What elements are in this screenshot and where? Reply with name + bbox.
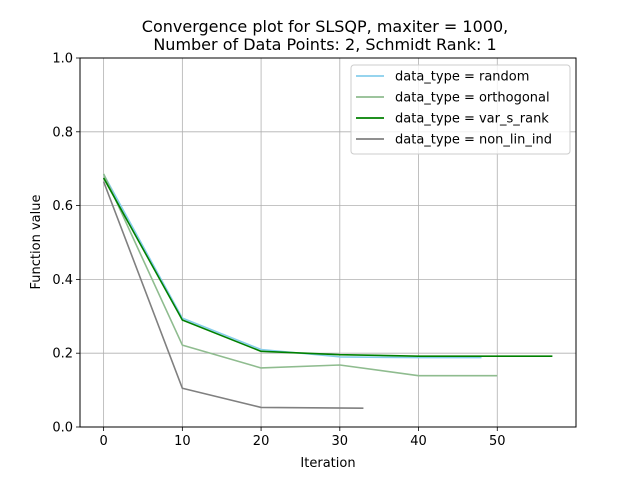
- y-tick-label: 1.0: [52, 52, 73, 67]
- x-tick-label: 40: [410, 434, 427, 449]
- y-tick-label: 0.6: [52, 199, 73, 214]
- y-axis-label: Function value: [29, 195, 44, 290]
- legend: data_type = random data_type = orthogonal…: [350, 64, 571, 155]
- plot-frame: [79, 57, 577, 428]
- y-tick-label: 0.4: [52, 273, 73, 288]
- x-tick-label: 50: [489, 434, 506, 449]
- y-tick-label: 0.8: [52, 125, 73, 140]
- series-lines: [102, 173, 553, 409]
- legend-box: [350, 64, 571, 155]
- legend-label: data_type = non_lin_ind: [395, 133, 552, 148]
- x-tick-label: 0: [99, 434, 107, 449]
- chart-title-line2: Number of Data Points: 2, Schmidt Rank: …: [153, 35, 496, 54]
- legend-label: data_type = var_s_rank: [395, 112, 549, 127]
- legend-label: data_type = random: [395, 70, 529, 85]
- ticks: 0 10 20 30 40 50 0.0 0.2 0.4 0.6 0.8 1.0: [52, 52, 505, 450]
- series-line-3: [102, 181, 364, 409]
- y-tick-label: 0.0: [52, 421, 73, 436]
- chart-title-line1: Convergence plot for SLSQP, maxiter = 10…: [142, 17, 508, 36]
- x-tick-label: 30: [332, 434, 349, 449]
- x-tick-label: 20: [253, 434, 270, 449]
- x-tick-label: 10: [174, 434, 191, 449]
- series-line-2: [102, 177, 553, 357]
- series-line-1: [102, 173, 498, 377]
- legend-label: data_type = orthogonal: [395, 91, 550, 106]
- x-axis-label: Iteration: [300, 456, 355, 471]
- y-tick-label: 0.2: [52, 347, 73, 362]
